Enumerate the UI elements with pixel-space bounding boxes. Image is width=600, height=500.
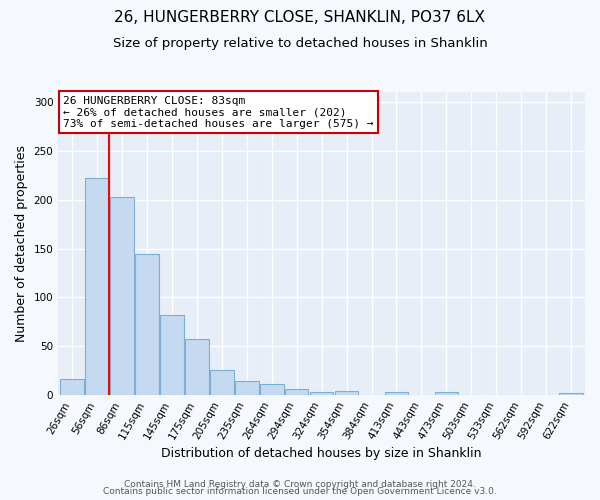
- Bar: [260, 384, 284, 395]
- Text: Size of property relative to detached houses in Shanklin: Size of property relative to detached ho…: [113, 38, 487, 51]
- Bar: [110, 197, 134, 395]
- Text: Contains HM Land Registry data © Crown copyright and database right 2024.: Contains HM Land Registry data © Crown c…: [124, 480, 476, 489]
- Bar: [210, 370, 233, 395]
- Bar: [285, 389, 308, 395]
- Y-axis label: Number of detached properties: Number of detached properties: [15, 146, 28, 342]
- Text: 26 HUNGERBERRY CLOSE: 83sqm
← 26% of detached houses are smaller (202)
73% of se: 26 HUNGERBERRY CLOSE: 83sqm ← 26% of det…: [64, 96, 374, 128]
- Bar: [385, 392, 409, 395]
- Bar: [60, 380, 84, 395]
- Text: Contains public sector information licensed under the Open Government Licence v3: Contains public sector information licen…: [103, 488, 497, 496]
- Bar: [135, 254, 158, 395]
- Text: 26, HUNGERBERRY CLOSE, SHANKLIN, PO37 6LX: 26, HUNGERBERRY CLOSE, SHANKLIN, PO37 6L…: [115, 10, 485, 25]
- Bar: [85, 178, 109, 395]
- Bar: [434, 392, 458, 395]
- Bar: [559, 393, 583, 395]
- Bar: [160, 315, 184, 395]
- Bar: [185, 340, 209, 395]
- Bar: [235, 382, 259, 395]
- Bar: [310, 392, 334, 395]
- X-axis label: Distribution of detached houses by size in Shanklin: Distribution of detached houses by size …: [161, 447, 482, 460]
- Bar: [335, 391, 358, 395]
